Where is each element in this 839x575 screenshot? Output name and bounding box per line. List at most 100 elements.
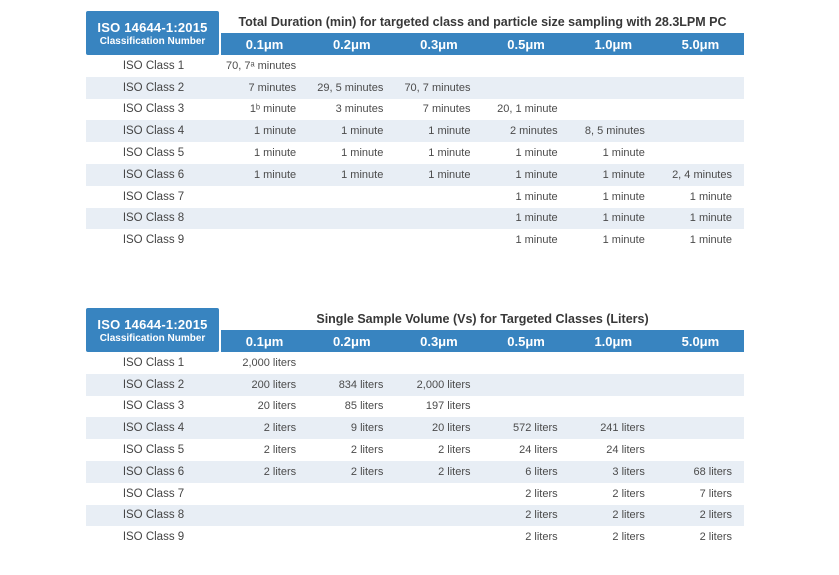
classification-corner-box: ISO 14644-1:2015 Classification Number xyxy=(86,308,219,352)
data-cell: 20, 1 minute xyxy=(497,103,558,116)
data-cell: 1 minute xyxy=(602,168,645,181)
table-row: ISO Class 2 7 minutes 29, 5 minutes 70, … xyxy=(86,76,744,99)
table-title: Total Duration (min) for targeted class … xyxy=(238,15,727,29)
table-row: ISO Class 5 2 liters 2 liters 2 liters 2… xyxy=(86,439,744,461)
data-cell: 1 minute xyxy=(428,125,471,138)
data-cell: 2 minutes xyxy=(509,125,558,138)
data-cell: 1 minute xyxy=(602,147,645,160)
row-label: ISO Class 7 xyxy=(122,487,185,500)
row-label: ISO Class 1 xyxy=(122,356,185,369)
classification-corner-box: ISO 14644-1:2015 Classification Number xyxy=(86,11,219,55)
data-cell: 1 minute xyxy=(253,125,297,138)
table-row: ISO Class 8 1 minute 1 minute 1 minute xyxy=(86,207,744,230)
data-cell: 7 liters xyxy=(699,487,732,500)
row-label: ISO Class 5 xyxy=(122,147,185,160)
data-cell: 7 minutes xyxy=(248,81,297,94)
corner-standard-label: ISO 14644-1:2015 xyxy=(97,316,208,332)
row-label: ISO Class 8 xyxy=(122,509,185,522)
data-cell: 2 liters xyxy=(350,444,384,457)
data-cell: 2 liters xyxy=(263,444,297,457)
data-cell: 85 liters xyxy=(344,400,384,413)
table-row: ISO Class 5 1 minute 1 minute 1 minute 1… xyxy=(86,142,744,164)
data-cell: 2 liters xyxy=(525,509,558,522)
data-cell: 1 minute xyxy=(602,212,645,225)
data-cell: 1 minute xyxy=(515,147,558,160)
column-header: 0.2μm xyxy=(332,333,371,349)
data-cell: 1 minute xyxy=(515,212,558,225)
table-row: ISO Class 3 1ᵇ minute 3 minutes 7 minute… xyxy=(86,99,744,121)
data-cell: 1 minute xyxy=(689,190,732,203)
corner-standard-label: ISO 14644-1:2015 xyxy=(97,19,208,35)
data-cell: 2 liters xyxy=(263,465,297,478)
row-label: ISO Class 2 xyxy=(122,81,185,94)
data-cell: 1ᵇ minute xyxy=(249,103,297,116)
table-row: ISO Class 9 1 minute 1 minute 1 minute xyxy=(86,229,744,251)
row-label: ISO Class 3 xyxy=(122,103,185,116)
data-cell: 2 liters xyxy=(612,531,645,544)
data-cell: 241 liters xyxy=(600,422,645,435)
column-header: 0.1μm xyxy=(245,333,284,349)
data-cell: 2 liters xyxy=(350,465,384,478)
duration-table-rows: ISO Class 1 70, 7ᵃ minutes ISO Class 2 7… xyxy=(86,55,744,251)
row-label: ISO Class 2 xyxy=(122,378,185,391)
column-header: 0.5μm xyxy=(507,36,545,52)
data-cell: 20 liters xyxy=(431,422,471,435)
data-cell: 1 minute xyxy=(689,212,732,225)
data-cell: 2 liters xyxy=(438,465,471,478)
data-cell: 8, 5 minutes xyxy=(584,125,645,138)
data-cell: 1 minute xyxy=(253,147,297,160)
data-cell: 24 liters xyxy=(606,444,645,457)
data-cell: 29, 5 minutes xyxy=(317,81,384,94)
data-cell: 1 minute xyxy=(602,190,645,203)
data-cell: 1 minute xyxy=(689,234,732,247)
data-cell: 1 minute xyxy=(253,168,297,181)
data-cell: 70, 7ᵃ minutes xyxy=(226,59,297,72)
data-cell: 2 liters xyxy=(525,531,558,544)
data-cell: 2, 4 minutes xyxy=(672,168,732,181)
data-cell: 2 liters xyxy=(699,531,732,544)
row-label: ISO Class 7 xyxy=(122,190,185,203)
table-row: ISO Class 8 2 liters 2 liters 2 liters xyxy=(86,504,744,527)
volume-table: ISO 14644-1:2015 Classification Number S… xyxy=(86,308,744,548)
column-header: 1.0μm xyxy=(594,36,633,52)
table-row: ISO Class 9 2 liters 2 liters 2 liters xyxy=(86,526,744,548)
row-label: ISO Class 6 xyxy=(122,465,185,478)
row-label: ISO Class 6 xyxy=(122,168,185,181)
data-cell: 1 minute xyxy=(515,234,558,247)
row-label: ISO Class 1 xyxy=(122,59,185,72)
data-cell: 2,000 liters xyxy=(416,378,471,391)
volume-table-header: ISO 14644-1:2015 Classification Number S… xyxy=(86,308,744,352)
table-row: ISO Class 4 1 minute 1 minute 1 minute 2… xyxy=(86,120,744,143)
row-label: ISO Class 4 xyxy=(122,125,185,138)
column-header: 0.2μm xyxy=(332,36,371,52)
column-header: 0.5μm xyxy=(507,333,545,349)
data-cell: 1 minute xyxy=(341,125,384,138)
data-cell: 2,000 liters xyxy=(242,356,297,369)
data-cell: 1 minute xyxy=(515,168,558,181)
data-cell: 2 liters xyxy=(263,422,297,435)
table-row: ISO Class 6 2 liters 2 liters 2 liters 6… xyxy=(86,460,744,483)
data-cell: 1 minute xyxy=(428,168,471,181)
data-cell: 6 liters xyxy=(525,465,558,478)
column-header: 0.3μm xyxy=(420,36,458,52)
data-cell: 2 liters xyxy=(525,487,558,500)
table-row: ISO Class 2 200 liters 834 liters 2,000 … xyxy=(86,373,744,396)
row-label: ISO Class 8 xyxy=(122,212,185,225)
data-cell: 1 minute xyxy=(602,234,645,247)
data-cell: 20 liters xyxy=(257,400,297,413)
data-cell: 7 minutes xyxy=(422,103,471,116)
duration-table-header: ISO 14644-1:2015 Classification Number T… xyxy=(86,11,744,55)
column-header: 1.0μm xyxy=(594,333,633,349)
column-header: 0.1μm xyxy=(245,36,284,52)
data-cell: 1 minute xyxy=(341,168,384,181)
data-cell: 1 minute xyxy=(515,190,558,203)
corner-subtitle: Classification Number xyxy=(99,35,206,47)
data-cell: 3 liters xyxy=(612,465,645,478)
column-header: 5.0μm xyxy=(681,333,720,349)
table-row: ISO Class 7 1 minute 1 minute 1 minute xyxy=(86,186,744,208)
table-title: Single Sample Volume (Vs) for Targeted C… xyxy=(316,312,649,326)
data-cell: 197 liters xyxy=(425,400,471,413)
data-cell: 1 minute xyxy=(341,147,384,160)
duration-table: ISO 14644-1:2015 Classification Number T… xyxy=(86,11,744,251)
